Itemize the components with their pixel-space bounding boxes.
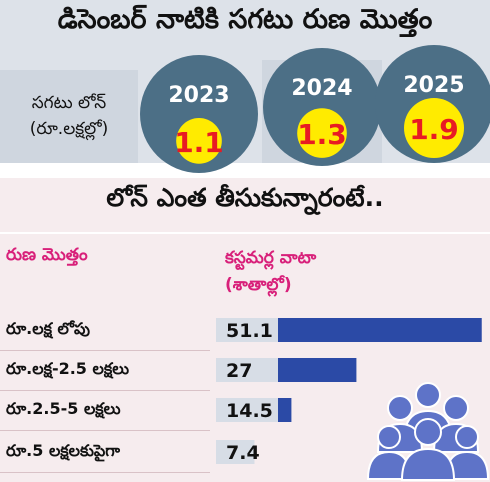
- avg-loan-value: 1.3: [297, 118, 347, 151]
- header-divider: [0, 232, 490, 234]
- year-circle: [140, 55, 258, 173]
- people-group-icon: [366, 382, 490, 481]
- value-box: [216, 440, 255, 464]
- customer-share-header: కస్టమర్ల వాటా (శాతాల్లో): [225, 245, 316, 299]
- row-divider: [0, 350, 210, 351]
- loan-amount-header: రుణ మొత్తం: [6, 245, 88, 265]
- bubble-series: 2023 1.1 2024 1.3 2025 1.9: [140, 45, 490, 173]
- value-circle: [297, 108, 347, 158]
- value-circle: [404, 98, 464, 158]
- row-divider: [0, 430, 210, 431]
- avg-loan-value: 1.1: [174, 126, 224, 159]
- bar-category-label: రూ.లక్ష-2.5 లక్షలు: [6, 359, 130, 378]
- section-separator: [0, 163, 490, 178]
- value-circle: [176, 118, 222, 164]
- bar-category-label: రూ.లక్ష లోపు: [6, 319, 90, 338]
- bar-category-label: రూ.2.5-5 లక్షలు: [6, 399, 121, 418]
- bottom-chart-title: లోన్ ఎంత తీసుకున్నారంటే..: [106, 183, 384, 212]
- year-label: 2023: [168, 83, 229, 108]
- year-circle: [263, 48, 381, 166]
- bar-value-label: 27: [226, 360, 252, 382]
- bar-value-label: 51.1: [226, 320, 273, 342]
- customer-share-header-text: కస్టమర్ల వాటా: [225, 248, 317, 268]
- bar-value-label: 7.4: [226, 442, 260, 464]
- top-chart-title: డిసెంబర్ నాటికి సగటు రుణ మొత్తం: [57, 4, 433, 35]
- bar-series: 51.1 27 14.5 7.4: [216, 318, 482, 464]
- avg-loan-value: 1.9: [409, 113, 459, 146]
- year-label: 2025: [403, 73, 464, 98]
- bar-category-label: రూ.5 లక్షలకుపైగా: [6, 441, 120, 460]
- bar: [278, 358, 357, 382]
- year-label: 2024: [291, 76, 352, 101]
- row-divider: [0, 390, 210, 391]
- bar-value-label: 14.5: [226, 400, 273, 422]
- row-divider: [0, 472, 210, 473]
- bar: [278, 318, 482, 342]
- customer-share-unit: (శాతాల్లో): [225, 275, 292, 296]
- bar: [278, 398, 292, 422]
- avg-loan-unit: (రూ.లక్షల్లో): [29, 118, 109, 139]
- avg-loan-label: సగటు లోన్: [31, 93, 107, 113]
- avg-loan-label-box: సగటు లోన్ (రూ.లక్షల్లో): [0, 70, 138, 163]
